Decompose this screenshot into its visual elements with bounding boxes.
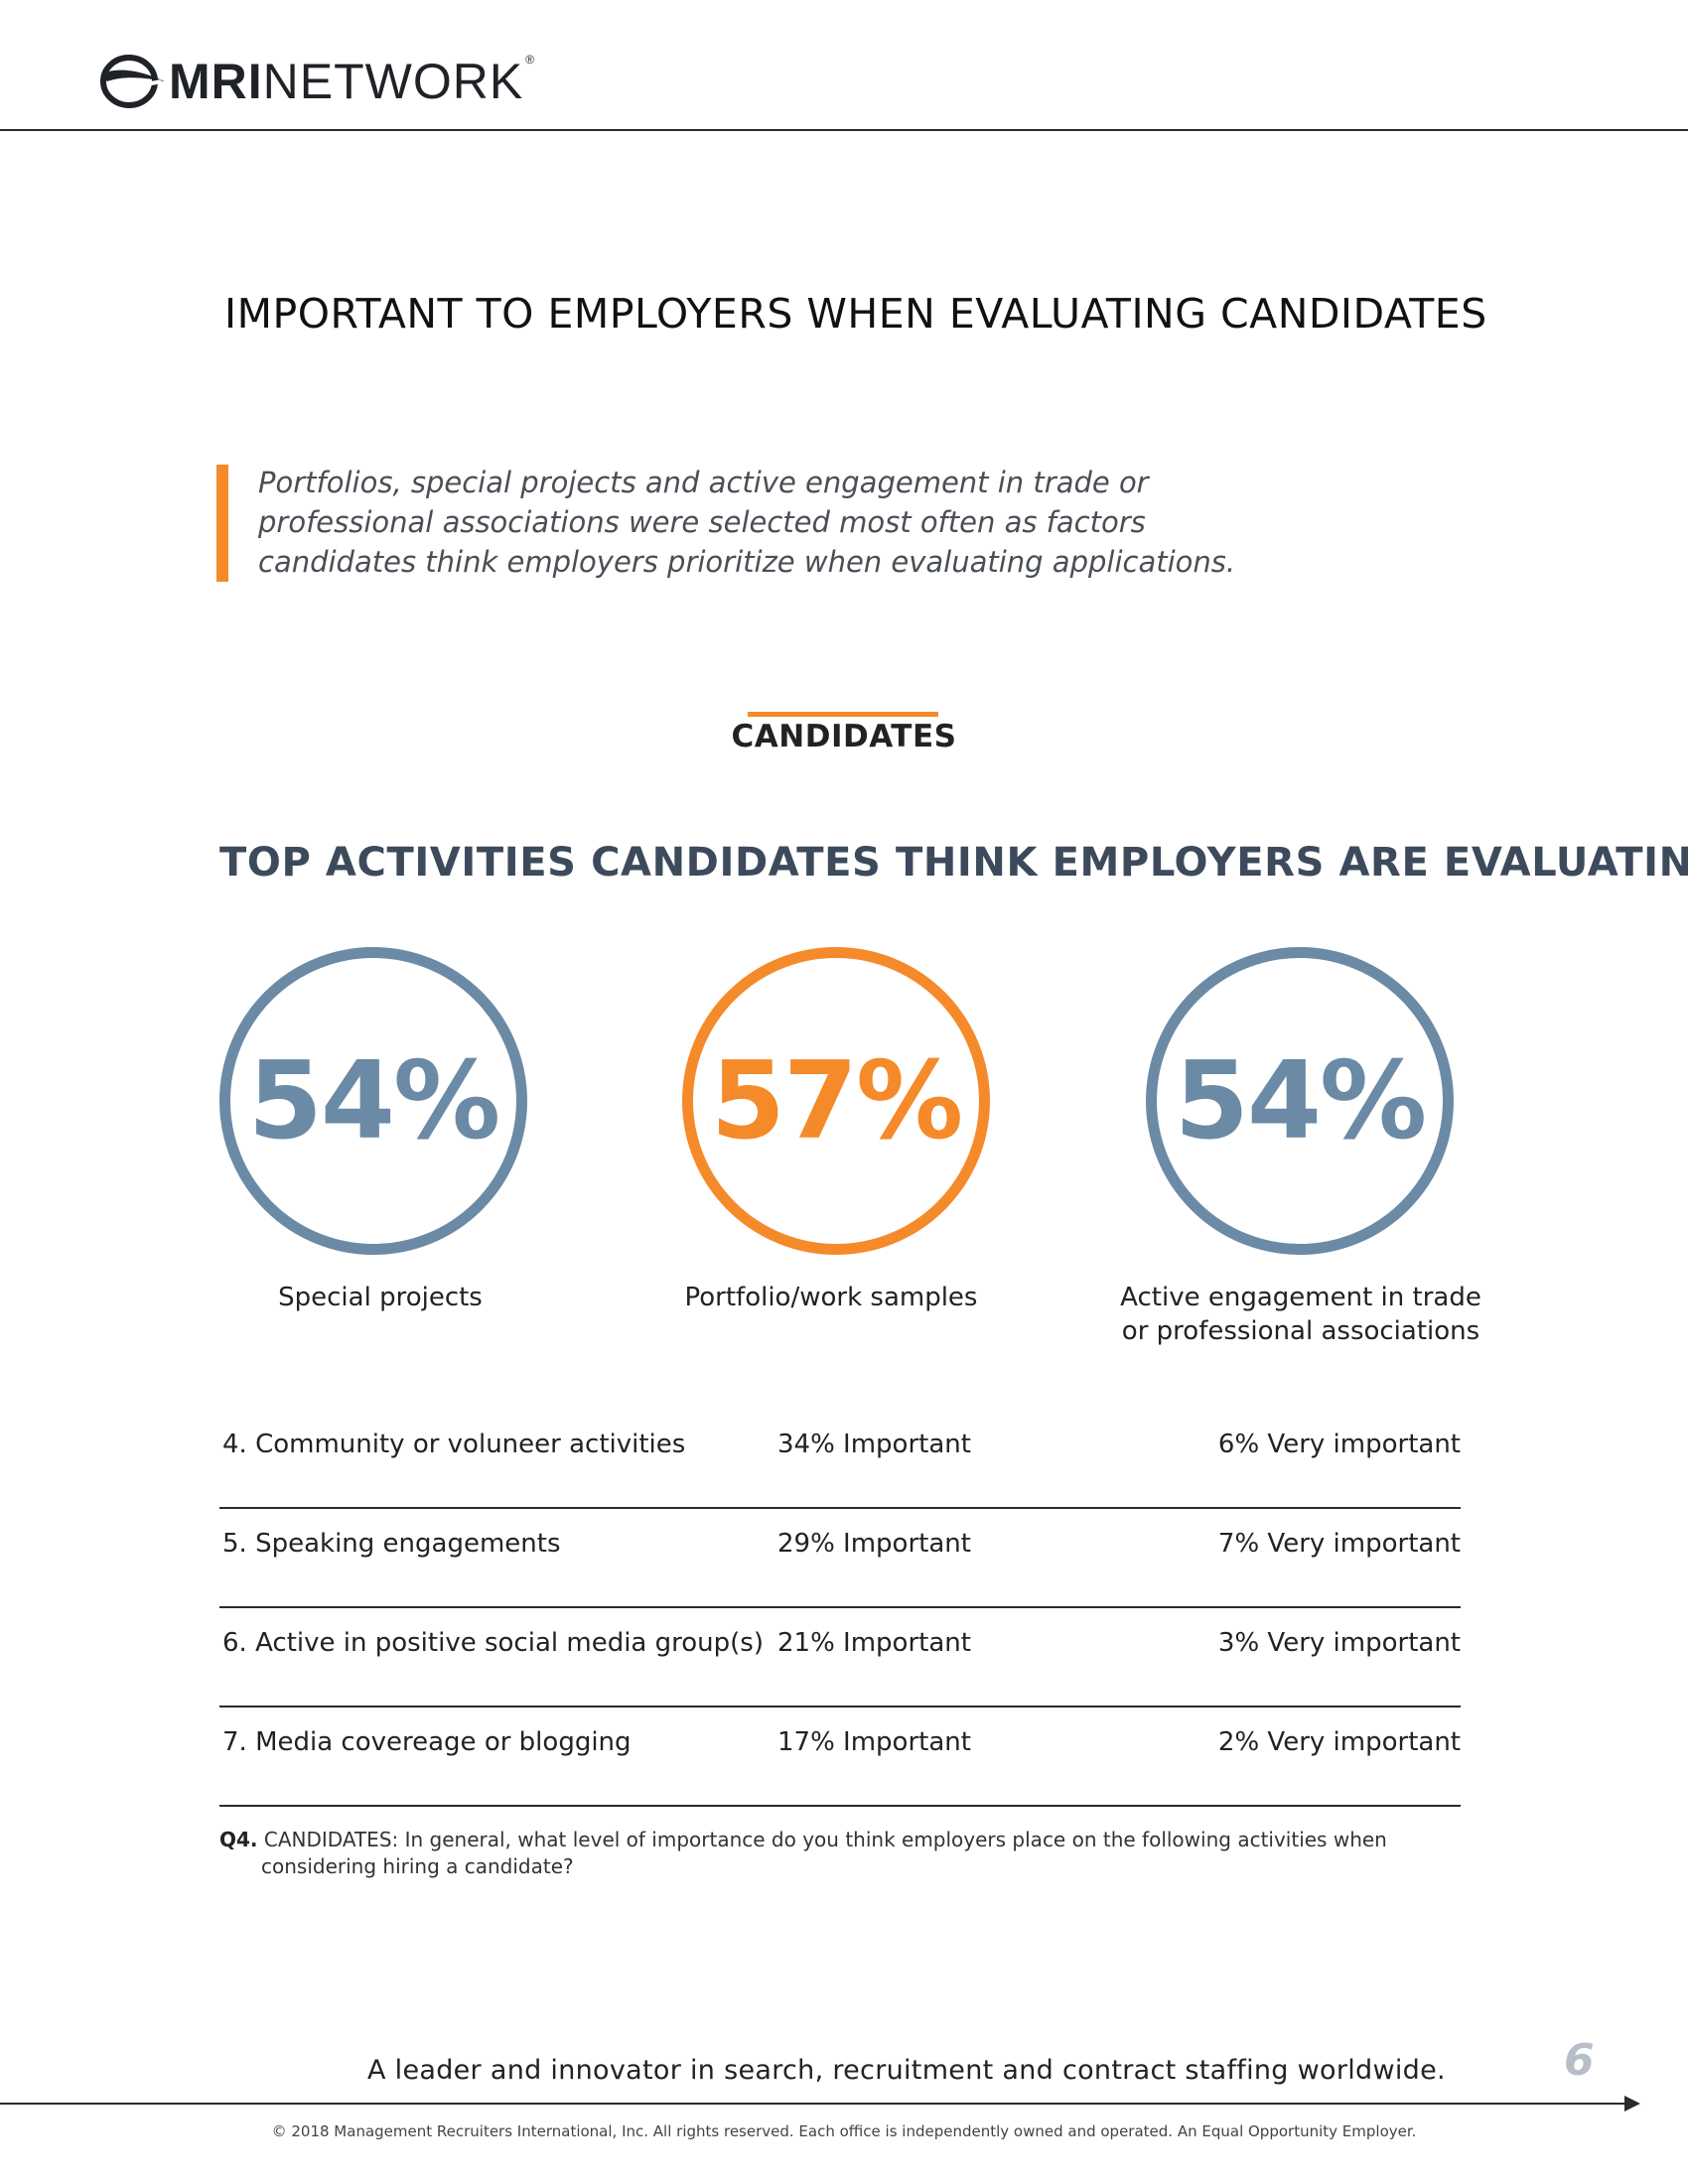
stat-circle-portfolio: 57% [682, 947, 990, 1255]
table-row: 7. Media covereage or blogging 17% Impor… [219, 1707, 1461, 1807]
stat-value: 57% [710, 1038, 964, 1163]
important-value: 34% Important [777, 1430, 971, 1459]
important-value: 17% Important [777, 1727, 971, 1757]
activity-name: 4. Community or voluneer activities [222, 1430, 686, 1459]
footer-divider [0, 2103, 1628, 2105]
callout-line: professional associations were selected … [258, 505, 1146, 539]
page-title: IMPORTANT TO EMPLOYERS WHEN EVALUATING C… [224, 290, 1487, 338]
stat-label-line: Special projects [278, 1283, 483, 1312]
very-important-value: 7% Very important [1217, 1529, 1461, 1559]
stat-circle-associations: 54% [1146, 947, 1454, 1255]
company-logo: MRINETWORK ® [95, 52, 535, 111]
callout-line: Portfolios, special projects and active … [258, 466, 1149, 499]
stat-label-associations: Active engagement in trade or profession… [1082, 1281, 1519, 1348]
activity-table: 4. Community or voluneer activities 34% … [219, 1410, 1461, 1807]
stat-label-line: Portfolio/work samples [684, 1283, 978, 1312]
mri-globe-icon [100, 55, 165, 108]
callout-text: Portfolios, special projects and active … [258, 463, 1251, 582]
table-row: 6. Active in positive social media group… [219, 1608, 1461, 1707]
table-row: 4. Community or voluneer activities 34% … [219, 1410, 1461, 1509]
stat-label-special-projects: Special projects [162, 1281, 599, 1314]
question-number: Q4. [219, 1828, 258, 1851]
very-important-value: 6% Very important [1217, 1430, 1461, 1459]
stat-circle-special-projects: 54% [219, 947, 527, 1255]
logo-wordmark: MRINETWORK ® [169, 53, 536, 109]
important-value: 21% Important [777, 1628, 971, 1658]
very-important-value: 3% Very important [1217, 1628, 1461, 1658]
section-label: CANDIDATES [731, 719, 957, 754]
stat-value: 54% [1174, 1038, 1428, 1163]
activity-name: 7. Media covereage or blogging [222, 1727, 632, 1757]
question-text-line: considering hiring a candidate? [261, 1854, 574, 1878]
activity-name: 6. Active in positive social media group… [222, 1628, 764, 1658]
callout-line: candidates think employers prioritize wh… [258, 545, 1236, 579]
question-text-line: CANDIDATES: In general, what level of im… [263, 1828, 1387, 1851]
important-value: 29% Important [777, 1529, 971, 1559]
page-number: 6 [1564, 2035, 1595, 2086]
stat-label-portfolio: Portfolio/work samples [613, 1281, 1050, 1314]
activity-name: 5. Speaking engagements [222, 1529, 561, 1559]
chart-title: TOP ACTIVITIES CANDIDATES THINK EMPLOYER… [219, 840, 1688, 886]
stat-label-line: or professional associations [1121, 1316, 1480, 1346]
copyright-notice: © 2018 Management Recruiters Internation… [271, 2122, 1417, 2140]
very-important-value: 2% Very important [1217, 1727, 1461, 1757]
stat-label-line: Active engagement in trade [1120, 1283, 1481, 1312]
arrow-right-icon [1624, 2096, 1640, 2112]
stat-value: 54% [247, 1038, 501, 1163]
table-row: 5. Speaking engagements 29% Important 7%… [219, 1509, 1461, 1608]
survey-question-note: Q4. CANDIDATES: In general, what level o… [219, 1827, 1411, 1880]
header-divider [0, 129, 1688, 131]
footer-tagline: A leader and innovator in search, recrui… [367, 2055, 1446, 2086]
callout-accent-bar [216, 465, 228, 582]
section-accent-rule [748, 712, 938, 717]
